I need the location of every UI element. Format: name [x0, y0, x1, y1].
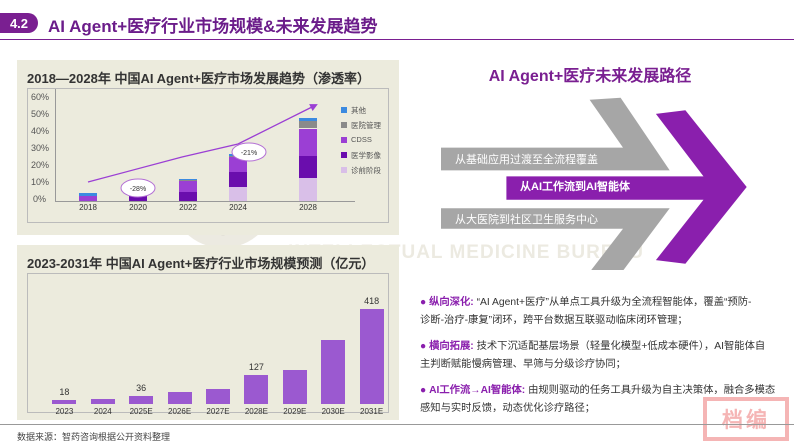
svg-text:-21%: -21%	[241, 150, 257, 157]
svg-text:-28%: -28%	[130, 186, 146, 193]
